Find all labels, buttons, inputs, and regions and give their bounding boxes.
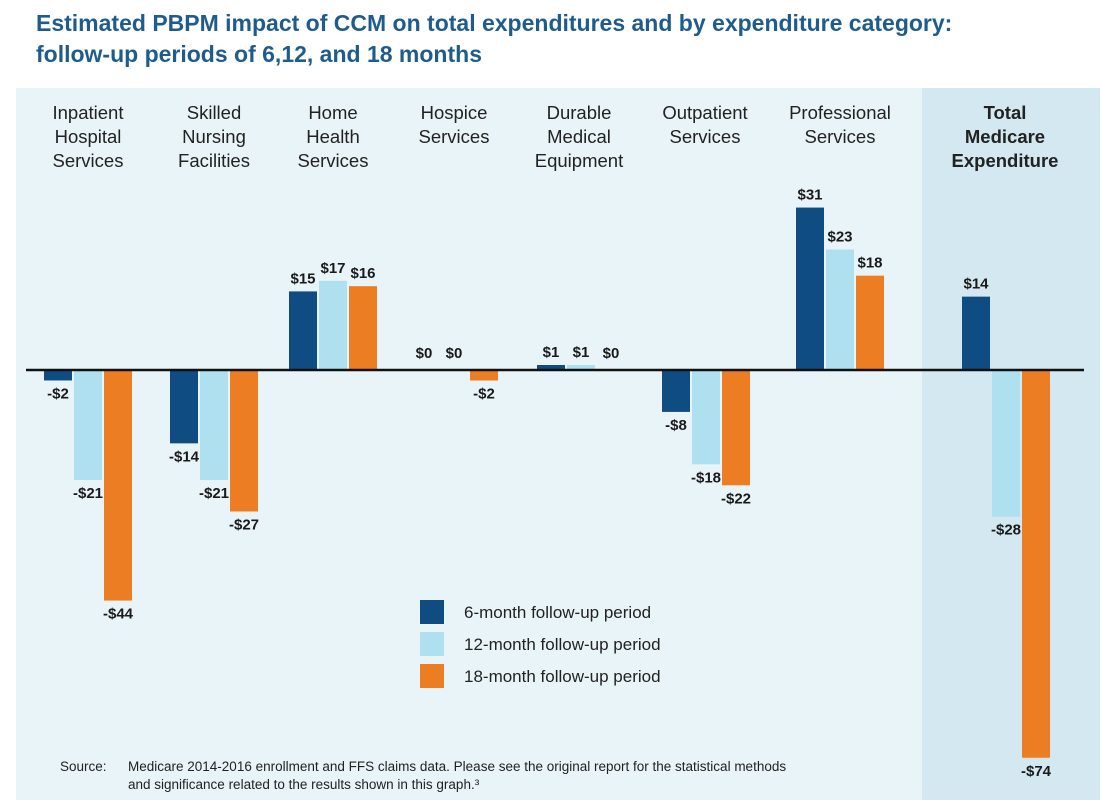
- bar-outpatient-services-12-month: [692, 370, 720, 465]
- bar-home-health-services-18-month: [349, 286, 377, 370]
- category-label-professional-services-line-2: Services: [805, 126, 876, 147]
- bar-outpatient-services-6-month: [662, 370, 690, 412]
- value-label-outpatient-services-12-month: -$18: [691, 469, 721, 486]
- value-label-hospice-services-12-month: $0: [446, 345, 463, 362]
- category-label-durable-medical-equipment-line-3: Equipment: [535, 150, 623, 171]
- bar-durable-medical-equipment-12-month: [567, 365, 595, 370]
- category-label-durable-medical-equipment-line-2: Medical: [547, 126, 611, 147]
- category-label-skilled-nursing-facilities-line-2: Nursing: [182, 126, 246, 147]
- value-label-professional-services-12-month: $23: [827, 228, 852, 245]
- bar-inpatient-hospital-services-6-month: [44, 370, 72, 381]
- source-text: Medicare 2014-2016 enrollment and FFS cl…: [128, 759, 787, 792]
- value-label-hospice-services-6-month: $0: [416, 345, 433, 362]
- bar-durable-medical-equipment-6-month: [537, 365, 565, 370]
- category-label-hospice-services-line-2: Services: [419, 126, 490, 147]
- legend-swatch-12-month: [420, 632, 444, 656]
- value-label-durable-medical-equipment-6-month: $1: [543, 344, 560, 361]
- category-label-home-health-services-line-2: Health: [306, 126, 359, 147]
- value-label-outpatient-services-18-month: -$22: [721, 490, 751, 507]
- bar-inpatient-hospital-services-18-month: [104, 370, 132, 601]
- category-label-inpatient-hospital-services-line-2: Hospital: [55, 126, 122, 147]
- bar-home-health-services-12-month: [319, 280, 347, 370]
- value-label-inpatient-hospital-services-12-month: -$21: [73, 485, 103, 502]
- category-label-total-medicare-expenditure-line-2: Medicare: [965, 126, 1045, 147]
- category-label-home-health-services-line-1: Home: [308, 102, 357, 123]
- bar-skilled-nursing-facilities-18-month: [230, 370, 258, 512]
- category-label-total-medicare-expenditure-line-1: Total: [984, 102, 1027, 123]
- bar-total-medicare-expenditure-12-month: [992, 370, 1020, 517]
- bar-professional-services-18-month: [856, 275, 884, 370]
- bar-professional-services-12-month: [826, 249, 854, 370]
- legend-label-18-month: 18-month follow-up period: [464, 667, 661, 686]
- value-label-professional-services-18-month: $18: [857, 255, 882, 272]
- value-label-skilled-nursing-facilities-18-month: -$27: [229, 516, 259, 533]
- legend-label-12-month: 12-month follow-up period: [464, 635, 661, 654]
- category-label-outpatient-services-line-1: Outpatient: [662, 102, 747, 123]
- bar-skilled-nursing-facilities-6-month: [170, 370, 198, 444]
- value-label-inpatient-hospital-services-18-month: -$44: [103, 606, 134, 623]
- bar-total-medicare-expenditure-18-month: [1022, 370, 1050, 758]
- bar-total-medicare-expenditure-6-month: [962, 296, 990, 370]
- value-label-skilled-nursing-facilities-12-month: -$21: [199, 485, 229, 502]
- value-label-home-health-services-6-month: $15: [290, 270, 315, 287]
- bar-skilled-nursing-facilities-12-month: [200, 370, 228, 481]
- category-label-skilled-nursing-facilities-line-1: Skilled: [187, 102, 242, 123]
- value-label-professional-services-6-month: $31: [797, 187, 822, 204]
- category-label-skilled-nursing-facilities-line-3: Facilities: [178, 150, 250, 171]
- bar-outpatient-services-18-month: [722, 370, 750, 486]
- category-label-inpatient-hospital-services-line-3: Services: [53, 150, 124, 171]
- value-label-durable-medical-equipment-18-month: $0: [603, 345, 620, 362]
- chart-title-line-1: Estimated PBPM impact of CCM on total ex…: [36, 10, 953, 36]
- category-label-hospice-services-line-1: Hospice: [421, 102, 488, 123]
- value-label-home-health-services-18-month: $16: [350, 265, 375, 282]
- value-label-outpatient-services-6-month: -$8: [665, 417, 687, 434]
- chart-title: Estimated PBPM impact of CCM on total ex…: [36, 8, 1096, 70]
- category-label-inpatient-hospital-services-line-1: Inpatient: [53, 102, 124, 123]
- value-label-durable-medical-equipment-12-month: $1: [573, 344, 590, 361]
- category-label-home-health-services-line-3: Services: [298, 150, 369, 171]
- chart-title-line-2: follow-up periods of 6,12, and 18 months: [36, 41, 482, 67]
- category-label-professional-services-line-1: Professional: [789, 102, 891, 123]
- category-label-durable-medical-equipment-line-1: Durable: [547, 102, 612, 123]
- bar-professional-services-6-month: [796, 207, 824, 370]
- legend-label-6-month: 6-month follow-up period: [464, 603, 652, 622]
- value-label-total-medicare-expenditure-12-month: -$28: [991, 522, 1021, 539]
- bar-hospice-services-18-month: [470, 370, 498, 381]
- bar-inpatient-hospital-services-12-month: [74, 370, 102, 481]
- legend-swatch-18-month: [420, 664, 444, 688]
- category-label-total-medicare-expenditure-line-3: Expenditure: [952, 150, 1059, 171]
- value-label-skilled-nursing-facilities-6-month: -$14: [169, 448, 200, 465]
- legend-swatch-6-month: [420, 600, 444, 624]
- value-label-inpatient-hospital-services-6-month: -$2: [47, 385, 69, 402]
- value-label-hospice-services-18-month: -$2: [473, 385, 495, 402]
- category-label-outpatient-services-line-2: Services: [670, 126, 741, 147]
- source-label: Source:: [60, 759, 107, 774]
- value-label-total-medicare-expenditure-18-month: -$74: [1021, 763, 1052, 780]
- chart-panel: [16, 88, 1100, 800]
- value-label-home-health-services-12-month: $17: [320, 260, 345, 277]
- bar-home-health-services-6-month: [289, 291, 317, 370]
- value-label-total-medicare-expenditure-6-month: $14: [963, 276, 989, 293]
